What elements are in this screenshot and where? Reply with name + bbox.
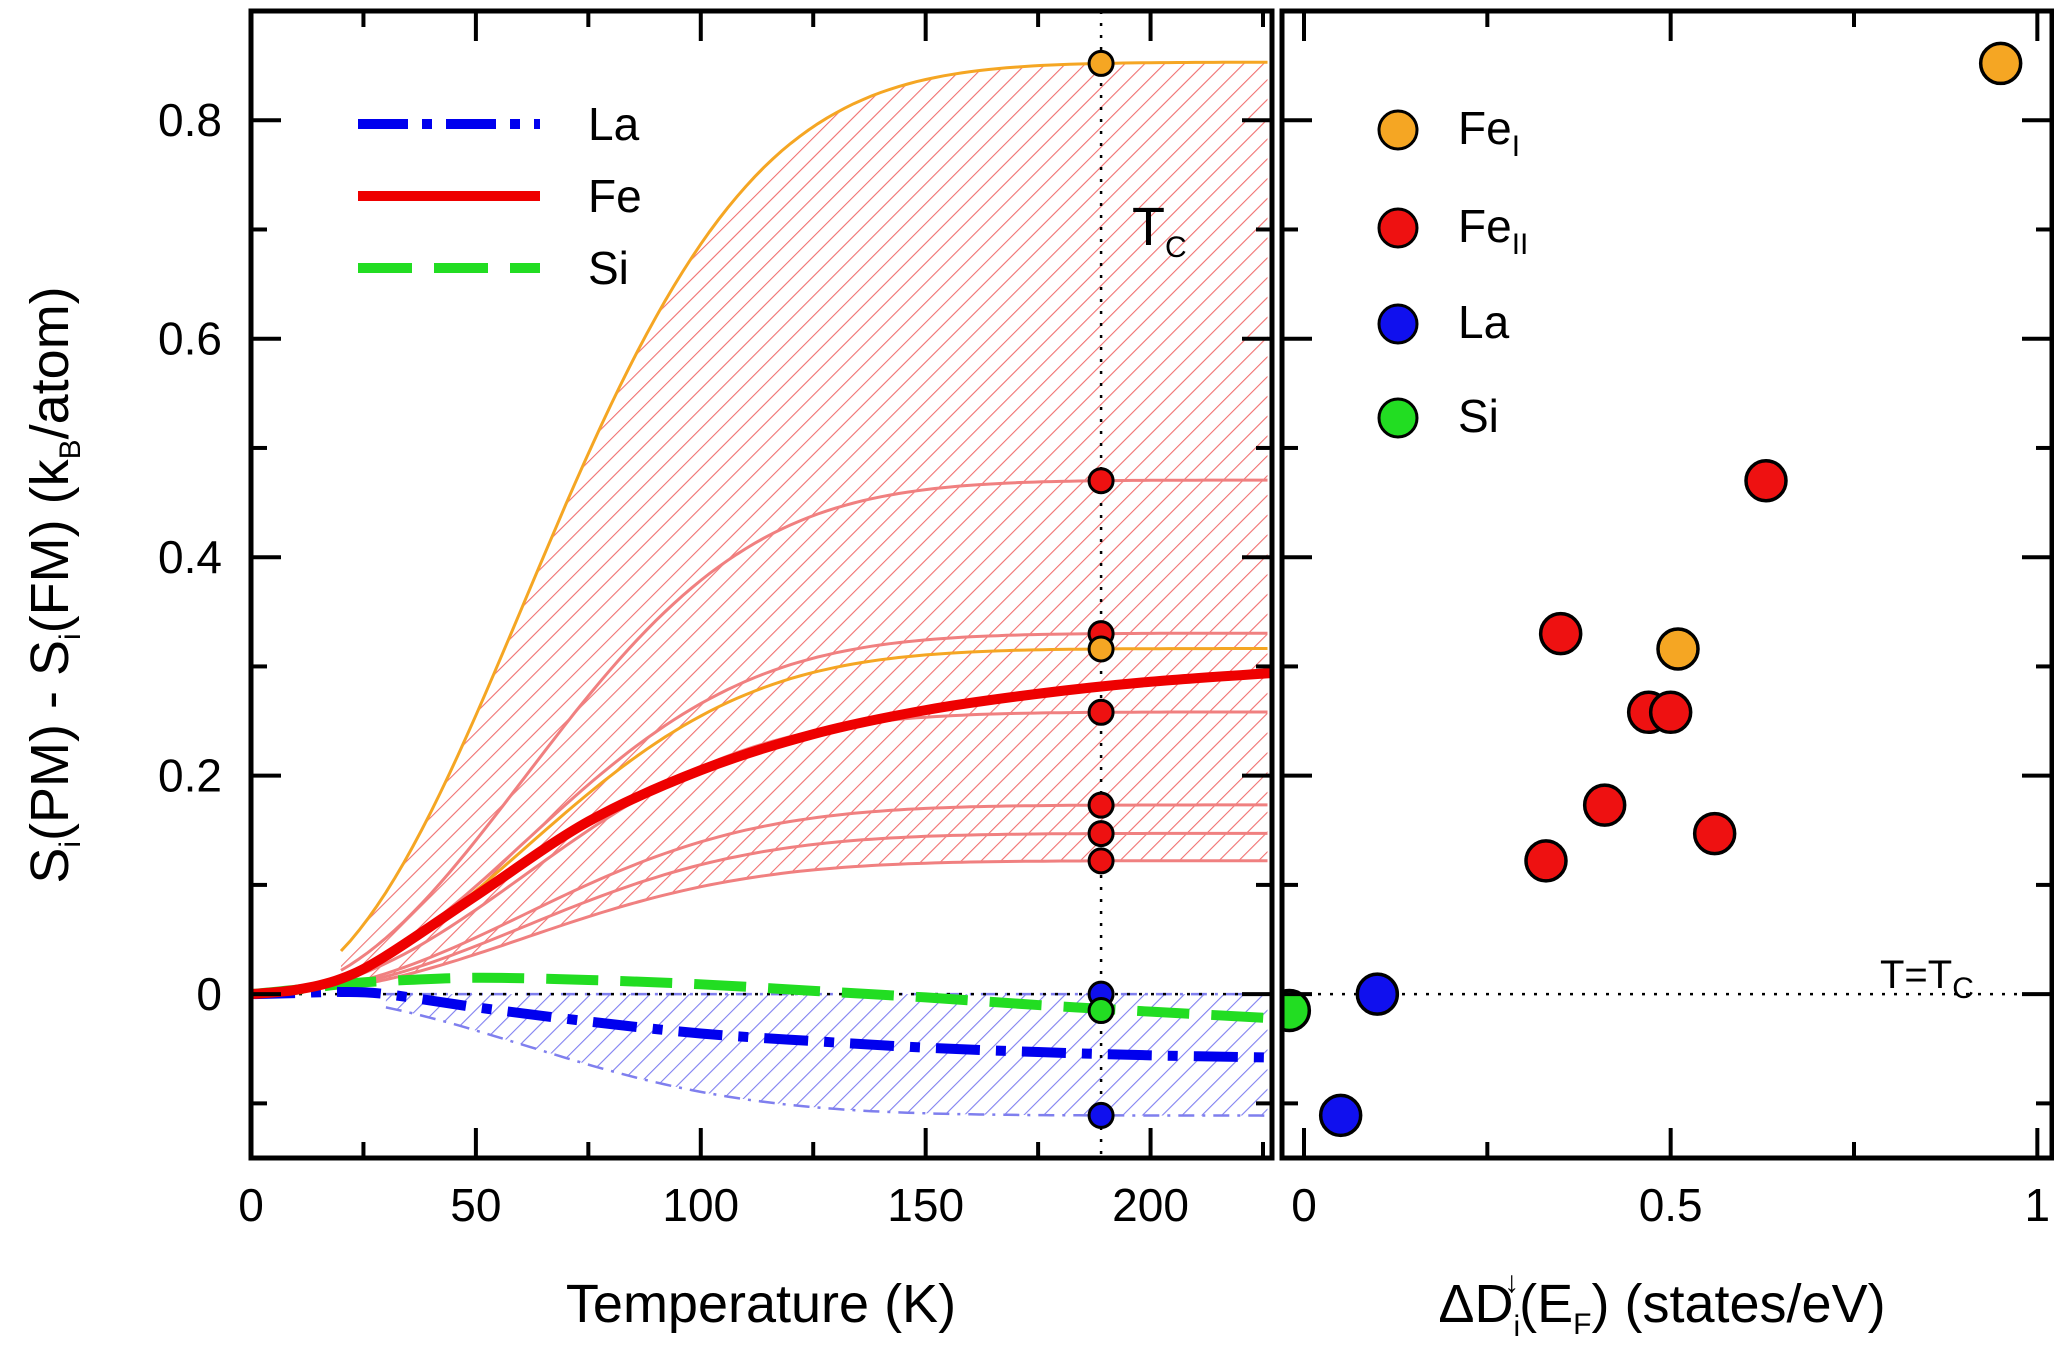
left-legend: La Fe Si bbox=[358, 98, 642, 294]
point-feii bbox=[1538, 611, 1583, 656]
legend-fei-label: FeI bbox=[1458, 102, 1520, 163]
point-feii bbox=[1692, 811, 1737, 856]
series-la-line bbox=[251, 986, 1272, 1063]
legend-la-label: La bbox=[588, 98, 640, 150]
right-ticks bbox=[1282, 11, 2052, 1158]
y-tick-label: 0 bbox=[196, 968, 222, 1020]
series-si-line bbox=[251, 972, 1272, 1024]
right-legend: FeI FeII La Si bbox=[1377, 102, 1528, 442]
x-tick-label: 1 bbox=[2025, 1179, 2051, 1231]
left-panel: 0 50 100 150 200 0 0.2 0.4 0.6 0.8 TC La Fe Si T… bbox=[20, 8, 1275, 1334]
tc-point-si bbox=[1087, 997, 1115, 1025]
right-x-tick-labels: 0 0.5 1 bbox=[1291, 1179, 2050, 1231]
y-tick-label: 0.8 bbox=[158, 94, 222, 146]
tc-point-feii bbox=[1087, 847, 1115, 875]
legend-la-marker bbox=[1377, 303, 1419, 345]
point-feii bbox=[1524, 839, 1568, 883]
y-tick-label: 0.4 bbox=[158, 531, 222, 583]
point-feii bbox=[1744, 458, 1788, 503]
x-tick-label: 150 bbox=[887, 1179, 964, 1231]
y-tick-label: 0.2 bbox=[158, 750, 222, 802]
left-ticks bbox=[249, 11, 1272, 1158]
legend-la-scatter-label: La bbox=[1458, 296, 1510, 348]
left-axes-frame bbox=[248, 8, 1275, 1161]
point-fei bbox=[1656, 627, 1700, 671]
x-tick-label: 200 bbox=[1112, 1179, 1189, 1231]
x-tick-label: 100 bbox=[662, 1179, 739, 1231]
legend-si-label: Si bbox=[588, 242, 629, 294]
y-tick-label: 0.6 bbox=[158, 313, 222, 365]
right-x-axis-title: ΔDi↓(EF) (states/eV) bbox=[1438, 1266, 1885, 1343]
t-equals-tc-annotation: T=TC bbox=[1880, 953, 1974, 1005]
x-tick-label: 50 bbox=[450, 1179, 501, 1231]
legend-fei-marker bbox=[1377, 109, 1419, 151]
right-plot-area bbox=[1282, 41, 2052, 1138]
tc-point-fei bbox=[1087, 49, 1115, 77]
x-tick-label: 0 bbox=[238, 1179, 264, 1231]
right-panel: 0 0.5 1 T=TC FeI FeII La Si ΔDi↓(EF) (stat… bbox=[1279, 8, 2054, 1343]
point-feii bbox=[1582, 783, 1627, 827]
tc-points bbox=[1087, 49, 1115, 1129]
point-si bbox=[1282, 988, 1312, 1033]
tc-point-la bbox=[1087, 1101, 1115, 1129]
legend-si-marker bbox=[1377, 397, 1419, 439]
tc-point-feii bbox=[1087, 467, 1115, 495]
tc-point-feii bbox=[1087, 820, 1115, 848]
right-axes-frame bbox=[1279, 8, 2054, 1161]
tc-point-feii bbox=[1087, 698, 1115, 726]
fe-hatched-band bbox=[341, 62, 1268, 989]
legend-fe-label: Fe bbox=[588, 170, 642, 222]
scatter-points bbox=[1282, 41, 2023, 1138]
tc-point-feii bbox=[1087, 791, 1115, 819]
left-y-axis-title: Si(PM) - Si(FM) (kB/atom) bbox=[20, 286, 87, 883]
point-fei bbox=[1978, 41, 2023, 86]
la-site-curve bbox=[385, 1006, 1268, 1117]
legend-feii-marker bbox=[1377, 207, 1419, 249]
left-x-axis-title: Temperature (K) bbox=[566, 1274, 956, 1334]
point-la bbox=[1355, 972, 1400, 1016]
main-series bbox=[251, 667, 1272, 1063]
tc-annotation: TC bbox=[1132, 197, 1187, 264]
series-fe-line bbox=[251, 667, 1272, 1000]
la-site-curves bbox=[385, 992, 1268, 1117]
legend-feii-label: FeII bbox=[1458, 200, 1528, 261]
legend-si-scatter-label: Si bbox=[1458, 390, 1499, 442]
x-tick-label: 0.5 bbox=[1639, 1179, 1703, 1231]
point-la bbox=[1318, 1093, 1363, 1138]
tc-point-fei bbox=[1087, 635, 1115, 663]
point-feii bbox=[1648, 690, 1693, 735]
left-y-tick-labels: 0 0.2 0.4 0.6 0.8 bbox=[158, 94, 222, 1020]
left-plot-area bbox=[251, 11, 1272, 1158]
x-tick-label: 0 bbox=[1291, 1179, 1317, 1231]
left-x-tick-labels: 0 50 100 150 200 bbox=[238, 1179, 1189, 1231]
